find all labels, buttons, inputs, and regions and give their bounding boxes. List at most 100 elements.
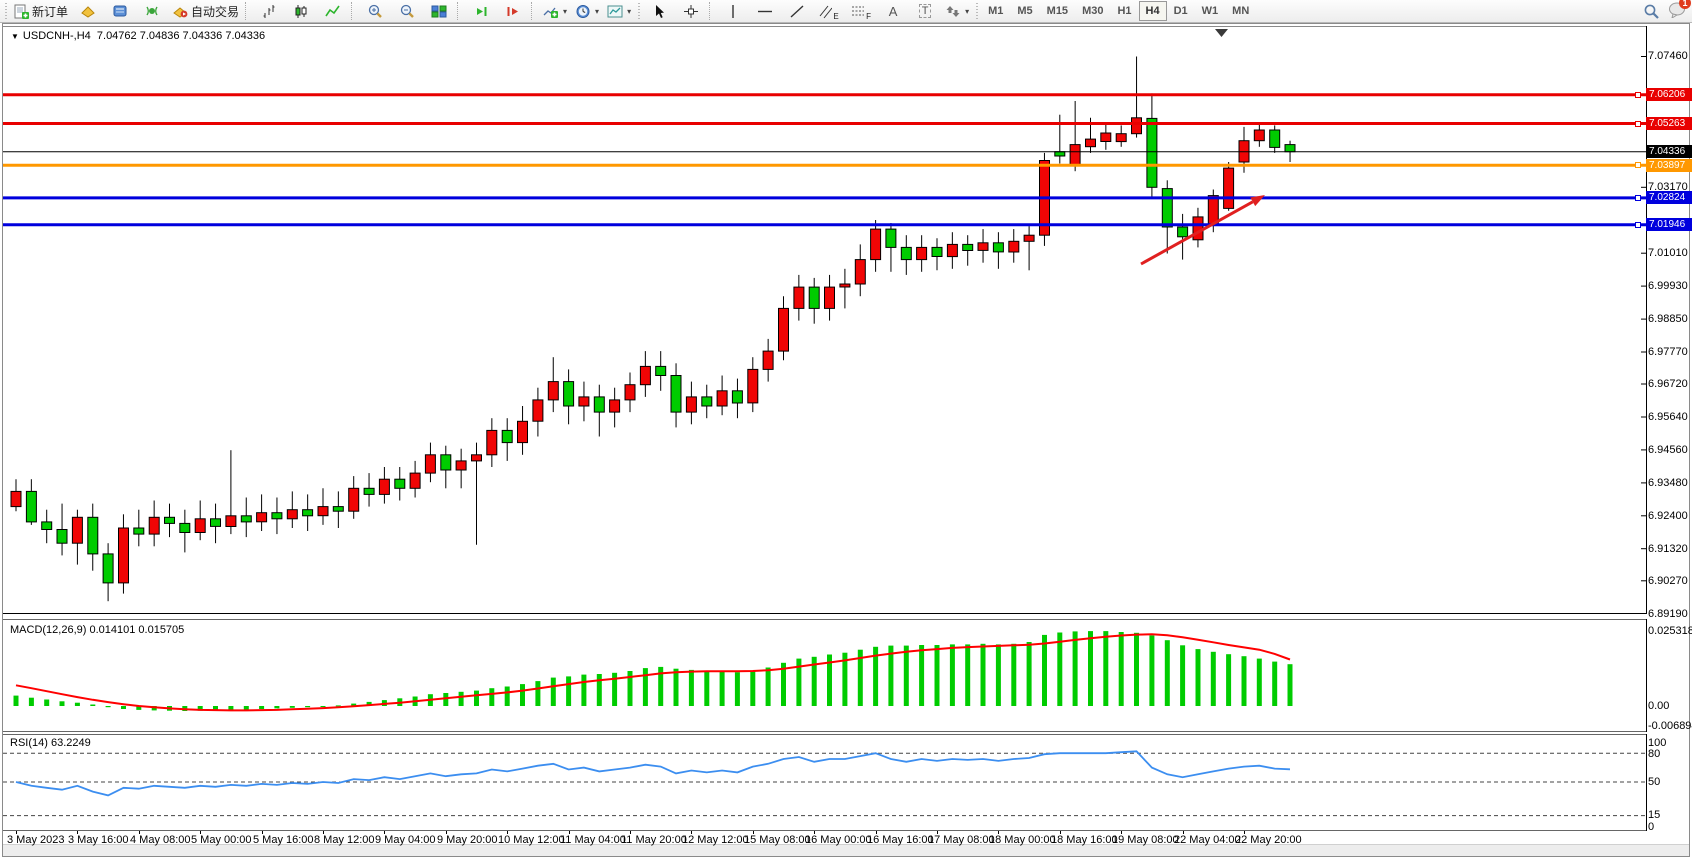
- price-axis-tick: 6.98850: [1648, 313, 1688, 325]
- rsi-indicator-pane[interactable]: [3, 734, 1647, 831]
- date-axis-tick: [630, 831, 631, 834]
- fibonacci-tool-button[interactable]: F: [845, 0, 877, 22]
- main-toolbar: 新订单 自动交易: [0, 0, 1692, 23]
- toolbar-gripper: [638, 3, 641, 19]
- auto-scroll-button[interactable]: [465, 0, 497, 22]
- line-chart-icon: [325, 5, 340, 16]
- zoom-in-button[interactable]: [359, 0, 391, 22]
- signals-icon: [146, 6, 158, 16]
- vertical-line-icon: [732, 4, 734, 18]
- periods-button[interactable]: ▾: [571, 0, 603, 22]
- crosshair-icon: [684, 4, 699, 18]
- channel-glyph: E: [833, 12, 839, 21]
- templates-dropdown-caret[interactable]: ▾: [627, 6, 632, 16]
- timeframe-M30[interactable]: M30: [1082, 5, 1104, 17]
- vertical-line-tool-button[interactable]: [717, 0, 749, 22]
- date-axis-tick: [814, 831, 815, 834]
- data-window-button[interactable]: [104, 0, 136, 22]
- cursor-icon: [656, 4, 665, 18]
- date-axis-tick: [262, 831, 263, 834]
- text-tool-button[interactable]: A: [877, 0, 909, 22]
- toolbar-separator: [457, 2, 463, 20]
- periods-dropdown-caret[interactable]: ▾: [595, 6, 600, 16]
- date-axis-tick: [16, 831, 17, 834]
- autotrading-icon: [173, 7, 188, 18]
- timeframe-MN[interactable]: MN: [1232, 5, 1250, 17]
- templates-button[interactable]: ▾: [603, 0, 635, 22]
- arrows-icon: [946, 5, 960, 17]
- data-window-icon: [113, 5, 127, 17]
- chart-symbol-label: ▼ USDCNH-,H4 7.04762 7.04836 7.04336 7.04…: [11, 30, 265, 42]
- price-axis-tick: 6.95640: [1648, 411, 1688, 423]
- trend-arrow-annotation: [1140, 200, 1254, 266]
- timeframe-M5[interactable]: M5: [1017, 5, 1033, 17]
- candlestick-chart-button[interactable]: [285, 0, 317, 22]
- bar-chart-button[interactable]: [253, 0, 285, 22]
- new-order-icon: [14, 4, 29, 19]
- signals-button[interactable]: [136, 0, 168, 22]
- date-axis-tick: [200, 831, 201, 834]
- collapse-triangle-icon[interactable]: ▼: [11, 32, 19, 41]
- periods-clock-icon: [576, 4, 590, 18]
- tile-windows-button[interactable]: [423, 0, 455, 22]
- price-line-label: 7.01946: [1646, 218, 1692, 231]
- date-axis-tick: [998, 831, 999, 834]
- search-icon[interactable]: [1643, 3, 1660, 20]
- new-order-label: 新订单: [32, 4, 69, 19]
- equidistant-channel-tool-button[interactable]: E: [813, 0, 845, 22]
- price-axis-tick: 6.90270: [1648, 575, 1688, 587]
- timeframe-toolbar: M1 M5 M15 M30 H1 H4 D1 W1 MN: [981, 1, 1256, 21]
- arrows-tool-button[interactable]: ▾: [941, 0, 973, 22]
- rsi-axis-tick: 100: [1648, 737, 1667, 749]
- date-axis-tick: [77, 831, 78, 834]
- market-watch-button[interactable]: [72, 0, 104, 22]
- macd-axis-tick: 0.00: [1648, 700, 1670, 712]
- notifications-button[interactable]: 1: [1668, 0, 1691, 23]
- macd-axis-tick: 0.025318: [1648, 625, 1692, 637]
- timeframe-W1[interactable]: W1: [1201, 5, 1219, 17]
- equidistant-channel-icon: [820, 5, 833, 18]
- line-chart-button[interactable]: [317, 0, 349, 22]
- date-axis-tick: [139, 831, 140, 834]
- date-axis-tick: [937, 831, 938, 834]
- text-label-glyph: T: [918, 4, 932, 18]
- main-price-chart[interactable]: [3, 26, 1647, 614]
- indicators-dropdown-caret[interactable]: ▾: [563, 6, 568, 16]
- autotrading-label: 自动交易: [191, 4, 240, 19]
- toolbar-gripper: [5, 3, 7, 19]
- new-order-button[interactable]: 新订单: [10, 0, 72, 22]
- timeframe-H4[interactable]: H4: [1138, 1, 1167, 21]
- crosshair-tool-button[interactable]: [675, 0, 707, 22]
- autotrading-button[interactable]: 自动交易: [168, 0, 243, 22]
- trendline-tool-button[interactable]: [781, 0, 813, 22]
- bar-chart-icon: [263, 4, 275, 18]
- price-axis-tick: 6.89190: [1648, 608, 1688, 620]
- horizontal-scrollbar[interactable]: [3, 844, 1689, 856]
- cursor-tool-button[interactable]: [643, 0, 675, 22]
- ohlc-text: 7.04762 7.04836 7.04336 7.04336: [96, 30, 266, 42]
- price-line-label: 7.05263: [1646, 117, 1692, 130]
- timeframe-M1[interactable]: M1: [988, 5, 1004, 17]
- market-watch-icon: [81, 6, 95, 18]
- text-label-tool-button[interactable]: T: [909, 0, 941, 22]
- rsi-axis-tick: 0: [1648, 821, 1655, 833]
- timeframe-D1[interactable]: D1: [1173, 5, 1188, 17]
- price-line-label: 7.04336: [1646, 145, 1692, 158]
- toolbar-separator: [351, 2, 357, 20]
- timeframe-H1[interactable]: H1: [1117, 5, 1132, 17]
- indicators-button[interactable]: ▾: [539, 0, 571, 22]
- macd-indicator-pane[interactable]: [3, 619, 1647, 732]
- horizontal-line-tool-button[interactable]: [749, 0, 781, 22]
- arrows-dropdown-caret[interactable]: ▾: [965, 6, 970, 16]
- toolbar-gripper: [976, 3, 979, 19]
- price-axis-tick: 7.03170: [1648, 181, 1688, 193]
- chart-shift-button[interactable]: [497, 0, 529, 22]
- date-axis-tick: [507, 831, 508, 834]
- timeframe-M15[interactable]: M15: [1046, 5, 1069, 17]
- date-axis-tick: [691, 831, 692, 834]
- date-axis-tick: [569, 831, 570, 834]
- templates-icon: [607, 5, 623, 17]
- zoom-out-button[interactable]: [391, 0, 423, 22]
- date-axis-tick: [876, 831, 877, 834]
